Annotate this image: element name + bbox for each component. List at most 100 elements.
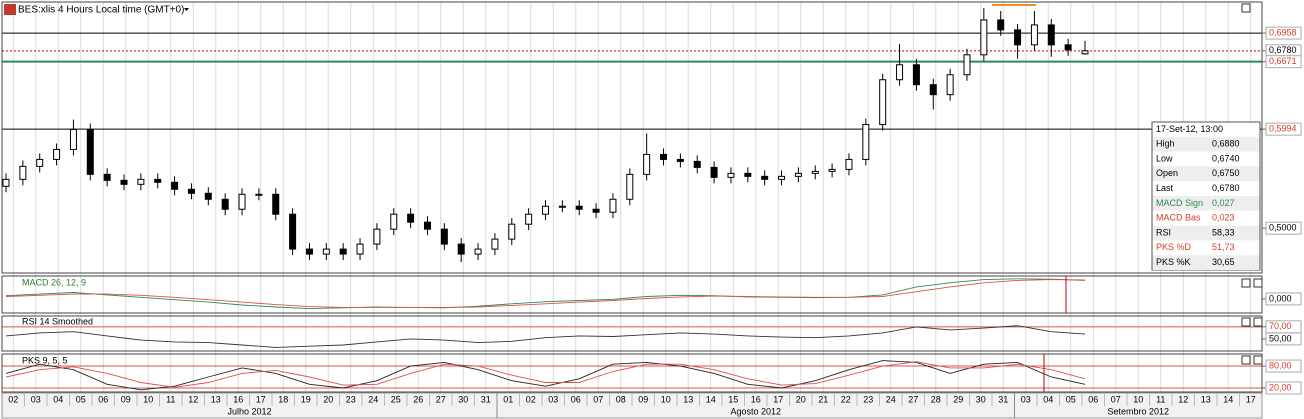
candle-body xyxy=(154,178,162,183)
panel-button[interactable] xyxy=(1253,317,1263,327)
info-label: MACD Bas xyxy=(1156,213,1201,223)
info-value: 0,6780 xyxy=(1212,183,1240,193)
candle-body xyxy=(929,84,937,96)
candle-body xyxy=(474,248,482,255)
candle-body xyxy=(322,248,330,255)
info-label: Last xyxy=(1156,183,1174,193)
x-tick-label: 23 xyxy=(346,394,356,404)
x-tick-label: 20 xyxy=(796,394,806,404)
candle-body xyxy=(828,168,836,172)
x-tick-label: 24 xyxy=(886,394,896,404)
y-tick-box xyxy=(1265,359,1302,373)
x-tick-label: 02 xyxy=(8,394,18,404)
macd-panel-frame xyxy=(1,275,1263,314)
candle-body xyxy=(896,64,904,81)
x-tick-label: 24 xyxy=(368,394,378,404)
candle-body xyxy=(53,148,61,160)
indicator-line xyxy=(5,360,1086,391)
x-tick-label: 04 xyxy=(1043,394,1053,404)
info-row xyxy=(1152,181,1260,196)
candle-body xyxy=(19,165,27,180)
candle-body xyxy=(339,248,347,255)
x-tick-label: 31 xyxy=(998,394,1008,404)
x-tick-label: 25 xyxy=(391,394,401,404)
info-title: 17-Set-12, 13:00 xyxy=(1156,124,1223,134)
x-tick-label: 11 xyxy=(1156,394,1165,404)
y-tick-box xyxy=(1265,381,1302,395)
y-tick-box xyxy=(1265,332,1302,346)
candle-body xyxy=(1030,24,1038,46)
info-value: 0,6750 xyxy=(1212,168,1240,178)
info-label: RSI xyxy=(1156,227,1171,237)
x-tick-label: 09 xyxy=(638,394,648,404)
y-tick-label: 0,6958 xyxy=(1269,27,1297,37)
info-row xyxy=(1152,151,1260,167)
candle-body xyxy=(980,19,988,56)
panel-button[interactable] xyxy=(1241,355,1251,365)
y-tick-label: 0,6671 xyxy=(1269,56,1297,66)
candle-body xyxy=(2,178,10,187)
month-label: Setembro 2012 xyxy=(1107,406,1169,416)
x-tick-label: 02 xyxy=(526,394,536,404)
candle-body xyxy=(272,193,280,215)
x-tick-label: 06 xyxy=(98,394,108,404)
candle-body xyxy=(423,221,431,230)
x-tick-label: 12 xyxy=(188,394,198,404)
x-tick-label: 17 xyxy=(256,394,266,404)
candle-body xyxy=(255,193,263,196)
x-tick-label: 14 xyxy=(1223,394,1233,404)
panel-button[interactable] xyxy=(1241,317,1251,327)
x-tick-label: 18 xyxy=(278,394,288,404)
info-row xyxy=(1152,240,1260,256)
x-tick-label: 28 xyxy=(931,394,941,404)
info-row xyxy=(1152,225,1260,241)
candle-body xyxy=(86,129,94,175)
candle-body xyxy=(204,192,212,200)
candle-body xyxy=(36,158,44,167)
y-tick-box xyxy=(1265,122,1302,136)
info-row xyxy=(1152,196,1260,211)
y-tick-label: 0,6780 xyxy=(1269,45,1297,55)
indicator-line xyxy=(5,325,1086,348)
macd-title[interactable]: MACD 26, 12, 9 xyxy=(22,277,86,287)
candle-body xyxy=(238,193,246,210)
x-tick-label: 27 xyxy=(908,394,918,404)
candle-body xyxy=(997,19,1005,31)
y-tick-label: 0,5000 xyxy=(1269,223,1297,233)
panel-button[interactable] xyxy=(1253,355,1263,365)
pks-title[interactable]: PKS 9, 5, 5 xyxy=(22,355,68,365)
x-tick-label: 03 xyxy=(31,394,41,404)
candle-body xyxy=(440,228,448,245)
info-label: High xyxy=(1156,139,1175,149)
date-axis: 02 03 04 05 06 09 10 11 12 13 16 17 18 19 20 23 24 25 26 27… xyxy=(1,26,1302,419)
panel-button[interactable] xyxy=(1241,278,1251,288)
candle-body xyxy=(289,213,297,250)
candle-body xyxy=(676,158,684,162)
x-tick-label: 10 xyxy=(661,394,671,404)
candle-body xyxy=(69,129,77,150)
chart-title[interactable]: BES:xlis 4 Hours Local time (GMT+0) xyxy=(18,5,184,16)
candle-body xyxy=(558,205,566,208)
candle-body xyxy=(710,166,718,178)
dropdown-arrow[interactable] xyxy=(184,8,189,11)
panel-button[interactable] xyxy=(1241,3,1251,13)
candle-body xyxy=(811,170,819,174)
panel-button[interactable] xyxy=(1253,278,1263,288)
x-tick-label: 05 xyxy=(76,394,86,404)
x-tick-label: 15 xyxy=(728,394,738,404)
rsi-title[interactable]: RSI 14 Smoothed xyxy=(22,316,93,326)
info-label: MACD Sign xyxy=(1156,198,1203,208)
y-tick-box xyxy=(1265,55,1302,69)
x-tick-label: 30 xyxy=(976,394,986,404)
x-tick-label: 30 xyxy=(458,394,468,404)
x-tick-label: 27 xyxy=(436,394,446,404)
candle-body xyxy=(794,172,802,177)
candle-body xyxy=(137,178,145,185)
info-row xyxy=(1152,255,1260,270)
y-tick-box xyxy=(1265,292,1302,306)
symbol-icon xyxy=(4,4,16,15)
info-row xyxy=(1152,136,1260,152)
info-box: 17-Set-12, 13:00 High 0,6880 Low 0,6740 Open 0… xyxy=(1151,121,1261,271)
candle-body xyxy=(744,172,752,177)
